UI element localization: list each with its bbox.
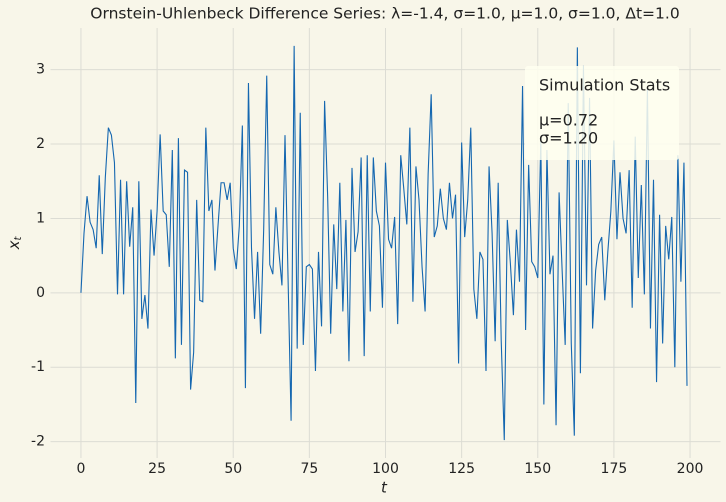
x-tick-label: 150 [524,461,551,477]
stats-line: σ=1.20 [539,129,598,148]
y-tick-label: -2 [31,434,45,450]
x-tick-label: 75 [300,461,318,477]
x-tick-label: 25 [148,461,166,477]
x-tick-label: 100 [372,461,399,477]
x-tick-label: 175 [601,461,628,477]
grid [50,28,721,458]
y-axis-label: xt [5,236,25,251]
x-axis-label: t [381,479,388,497]
y-tick-label: 0 [36,285,45,301]
stats-line: μ=0.72 [539,111,598,130]
x-tick-label: 200 [677,461,704,477]
stats-title: Simulation Stats [539,76,670,95]
y-tick-label: 1 [36,210,45,226]
stats-box-bg [525,66,679,160]
y-tick-label: 3 [36,62,45,78]
x-tick-label: 50 [224,461,242,477]
marks [80,45,688,441]
chart-title: Ornstein-Uhlenbeck Difference Series: λ=… [90,5,679,23]
y-tick-label: 2 [36,136,45,152]
data-line [80,45,688,441]
x-tick-label: 125 [448,461,475,477]
y-label-sub: t [13,236,24,241]
x-tick-label: 0 [76,461,85,477]
y-tick-label: -1 [31,359,45,375]
y-label-base: x [5,240,23,250]
stats-box: Simulation Stats μ=0.72 σ=1.20 [525,66,679,160]
